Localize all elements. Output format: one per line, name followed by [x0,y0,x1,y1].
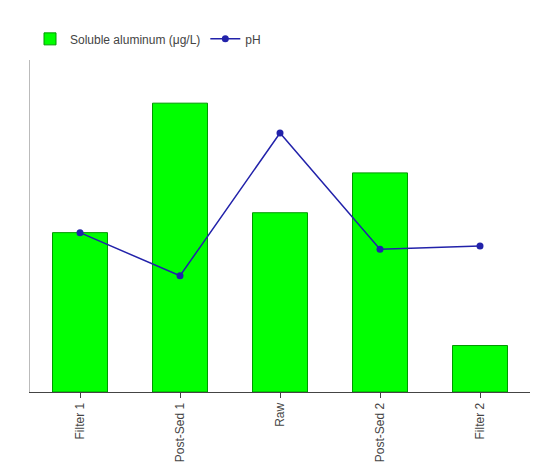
svg-text:Post-Sed 2: Post-Sed 2 [373,402,387,462]
svg-text:Raw: Raw [273,402,287,426]
svg-text:pH: pH [245,33,260,47]
svg-text:Filter 1: Filter 1 [73,402,87,439]
svg-text:Soluble aluminum (μg/L): Soluble aluminum (μg/L) [70,33,200,47]
svg-text:Post-Sed 1: Post-Sed 1 [173,402,187,462]
svg-text:Filter 2: Filter 2 [473,402,487,439]
